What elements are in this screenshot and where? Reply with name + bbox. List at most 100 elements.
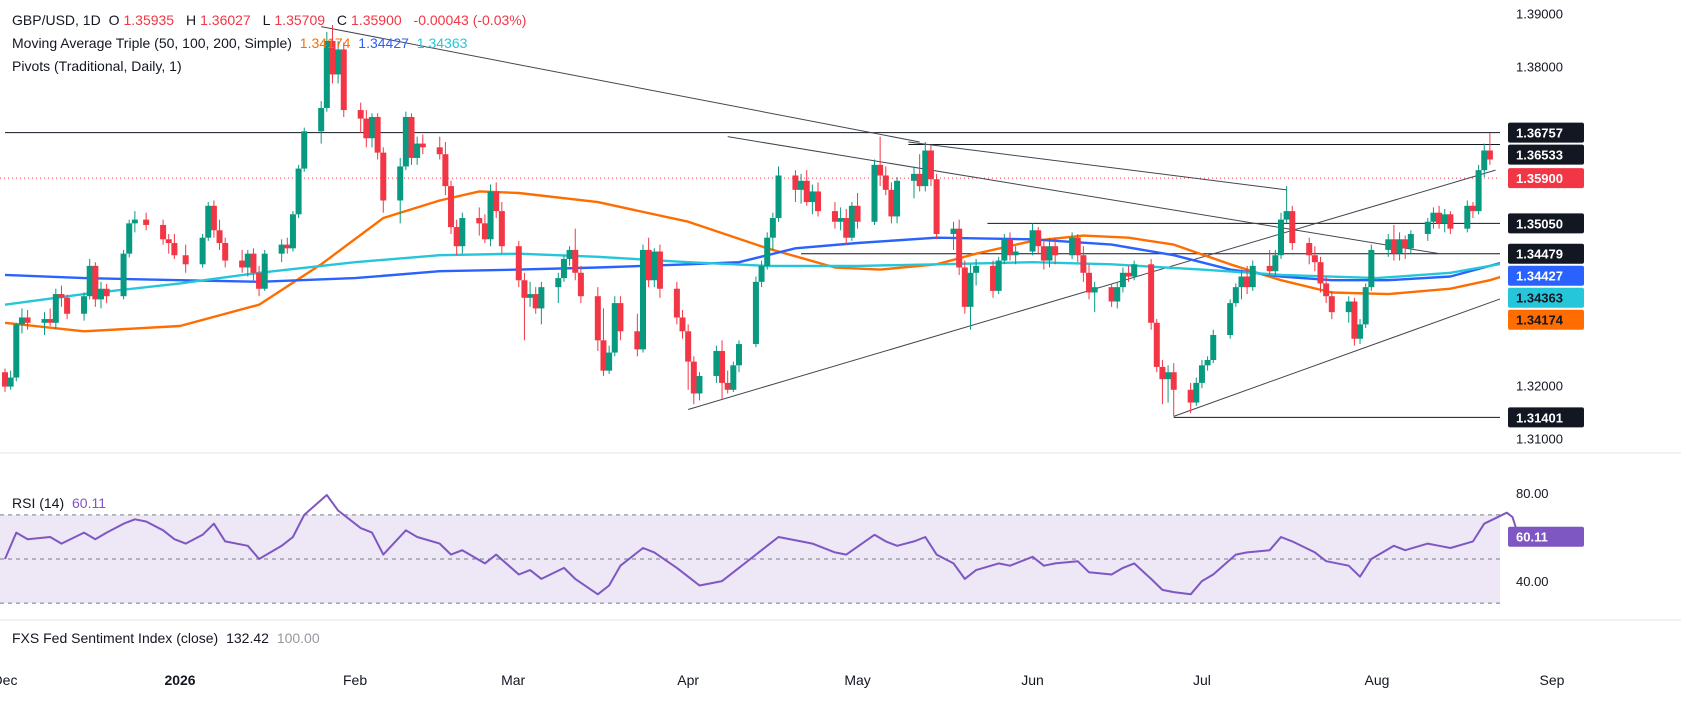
price-label-text: 1.35050 — [1516, 216, 1563, 231]
candle-body — [1486, 150, 1493, 160]
candle-body — [335, 49, 342, 75]
candle — [769, 212, 776, 250]
trendline — [727, 136, 1440, 255]
time-tick-label: Mar — [501, 672, 525, 688]
candle-body — [244, 253, 251, 268]
candle — [882, 166, 889, 196]
candle — [713, 345, 720, 383]
candle — [126, 219, 133, 258]
candle — [877, 136, 884, 187]
candle-body — [617, 303, 624, 332]
candle — [798, 173, 805, 204]
candle — [131, 211, 138, 233]
candle — [244, 249, 251, 277]
candle — [911, 166, 918, 199]
candle — [289, 211, 296, 252]
price-label-text: 1.36533 — [1516, 148, 1563, 163]
candle — [498, 202, 505, 254]
candle — [916, 154, 923, 192]
candle — [594, 287, 601, 351]
high-value-group: H 1.36027 — [186, 12, 255, 28]
candle-body — [278, 244, 285, 254]
candle — [476, 207, 483, 236]
candle-body — [1351, 301, 1358, 339]
candle — [250, 248, 257, 282]
candle-body — [448, 186, 455, 228]
candle — [216, 219, 223, 250]
candle-body — [515, 246, 522, 281]
price-tick-label: 1.31000 — [1516, 432, 1563, 447]
candle-body — [837, 218, 844, 222]
candle — [1238, 269, 1245, 300]
candle-body — [1159, 366, 1166, 380]
candle — [651, 248, 658, 288]
candle — [1227, 299, 1234, 339]
candle — [18, 308, 25, 334]
candle — [617, 296, 624, 341]
pivots-legend[interactable]: Pivots (Traditional, Daily, 1) — [12, 58, 186, 74]
candle — [1407, 230, 1414, 254]
candle — [673, 281, 680, 325]
fxs-legend[interactable]: FXS Fed Sentiment Index (close) 132.42 1… — [12, 630, 324, 646]
close-value-group: C 1.35900 — [337, 12, 406, 28]
low-value-group: L 1.35709 — [263, 12, 329, 28]
candle-body — [261, 253, 268, 289]
candle-body — [1029, 230, 1036, 252]
candle — [1125, 265, 1132, 282]
rsi-pane — [0, 494, 1525, 604]
price-label-box: 1.36757 — [1508, 122, 1584, 143]
candle — [171, 233, 178, 259]
candle-body — [1436, 212, 1443, 224]
candle — [961, 260, 968, 314]
candle-body — [131, 219, 138, 224]
candle — [566, 246, 573, 266]
candle — [719, 340, 726, 399]
time-axis[interactable]: Dec 2026 Feb Mar Apr May Jun Jul Aug Sep — [0, 672, 1565, 688]
candle — [1091, 281, 1098, 313]
candle — [837, 207, 844, 231]
candle-body — [239, 260, 246, 268]
ma-legend[interactable]: Moving Average Triple (50, 100, 200, Sim… — [12, 35, 471, 51]
candle — [1159, 360, 1166, 405]
price-label-bg — [1508, 144, 1584, 165]
candle — [696, 372, 703, 401]
price-tick-label: 1.38000 — [1516, 59, 1563, 74]
price-axis[interactable]: 1.31000 1.32000 1.38000 1.39000 1.36757 1.365… — [1508, 6, 1584, 589]
candle — [1385, 233, 1392, 257]
rsi-legend[interactable]: RSI (14) 60.11 — [12, 495, 110, 511]
candle — [301, 127, 308, 172]
price-label-text: 1.36757 — [1516, 126, 1563, 141]
candle — [803, 170, 810, 206]
candle-body — [696, 375, 703, 394]
candle — [1108, 283, 1115, 307]
candle-body — [289, 214, 296, 249]
candle — [1424, 218, 1431, 241]
candle-body — [1407, 233, 1414, 249]
candle — [1153, 319, 1160, 373]
candle-body — [775, 175, 782, 219]
candle-body — [1464, 205, 1471, 229]
candle — [363, 110, 370, 148]
candle-body — [719, 350, 726, 383]
candle — [1311, 246, 1318, 272]
candle — [1362, 283, 1369, 329]
candle-body — [656, 251, 663, 289]
price-label-bg — [1508, 265, 1584, 286]
fxs-value: 132.42 — [226, 630, 269, 646]
candle-body — [323, 40, 330, 108]
candle-body — [521, 280, 528, 298]
symbol-legend[interactable]: GBP/USD, 1D O 1.35935 H 1.36027 L 1.35709 C… — [12, 12, 530, 28]
candle — [58, 285, 65, 307]
candle — [1323, 276, 1330, 304]
price-label-text: 1.35900 — [1516, 171, 1563, 186]
candle-body — [1187, 389, 1194, 403]
candle-body — [414, 143, 421, 158]
candle-body — [634, 331, 641, 350]
fxs-reference: 100.00 — [276, 630, 320, 646]
candle — [13, 322, 20, 382]
candle — [52, 288, 59, 330]
time-tick-label: Feb — [343, 672, 367, 688]
candle-body — [1430, 212, 1437, 222]
candle-body — [182, 255, 189, 265]
candle-body — [1091, 287, 1098, 293]
